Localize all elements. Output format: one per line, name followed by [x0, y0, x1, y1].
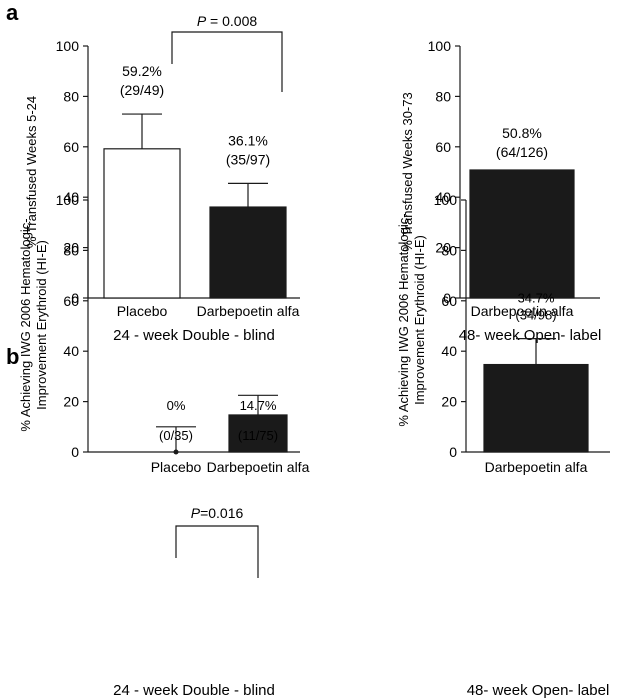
y-tick-label: 100 — [56, 38, 80, 54]
y-tick-label: 60 — [441, 293, 457, 309]
y-tick-label: 60 — [63, 139, 79, 155]
y-tick-label: 80 — [441, 242, 457, 258]
data-label-percent: 0% — [167, 398, 186, 413]
category-label: Darbepoetin alfa — [485, 459, 588, 475]
bar — [103, 148, 181, 299]
y-axis-label-line: % Achieving IWG 2006 Hematologic- — [396, 213, 411, 426]
category-label: Placebo — [117, 303, 168, 319]
y-tick-label: 40 — [63, 343, 79, 359]
data-label-percent: 59.2% — [122, 63, 162, 79]
data-label-percent: 50.8% — [502, 125, 542, 141]
chart-a-left: 0 20 40 60 80 100 % Transfused Weeks 5-24 Place… — [24, 13, 300, 344]
category-label: Placebo — [151, 459, 202, 475]
group-label: 48- week Open- label — [467, 682, 610, 699]
category-label: Darbepoetin alfa — [197, 303, 300, 319]
group-label: 48- week Open- label — [459, 327, 602, 344]
pvalue-bracket — [175, 525, 259, 578]
bar — [483, 363, 589, 453]
pvalue-label: P=0.016 — [191, 505, 244, 521]
data-label-count: (64/126) — [496, 144, 548, 160]
y-axis-label: % Transfused Weeks 5-24 — [24, 96, 39, 248]
y-tick-label: 40 — [441, 343, 457, 359]
data-label-count: (35/97) — [226, 151, 270, 167]
y-axis-label: % Transfused Weeks 30-73 — [400, 92, 415, 251]
panel-b-letter: b — [6, 344, 19, 369]
y-tick-label: 100 — [434, 192, 458, 208]
data-label-count: (0/35) — [159, 428, 193, 443]
y-axis-label-line: % Achieving IWG 2006 Hematologic- — [18, 218, 33, 431]
bar — [469, 169, 575, 299]
y-tick-label: 40 — [435, 189, 451, 205]
bar — [209, 206, 287, 299]
y-tick-label: 0 — [71, 290, 79, 306]
y-tick-label: 20 — [63, 240, 79, 256]
y-axis-label-line: Improvement Erythroid (HI-E) — [412, 235, 427, 405]
y-tick-label: 100 — [56, 192, 80, 208]
y-tick-label: 0 — [449, 444, 457, 460]
y-tick-label: 80 — [63, 242, 79, 258]
chart-a-right: 0 20 40 60 80 100 % Transfused Weeks 30-73 Darb… — [400, 38, 601, 344]
data-label-count: (29/49) — [120, 82, 164, 98]
y-tick-label: 80 — [63, 88, 79, 104]
data-label-percent: 14.7% — [240, 398, 277, 413]
y-tick-label: 20 — [441, 394, 457, 410]
pvalue-bracket — [171, 31, 283, 92]
pvalue-label: P = 0.008 — [197, 13, 258, 29]
charts: 0 20 40 60 80 100 % Transfused Weeks 5-24 Place… — [18, 13, 610, 699]
data-label-percent: 36.1% — [228, 132, 268, 148]
category-label: Darbepoetin alfa — [207, 459, 310, 475]
panel-a-letter: a — [6, 0, 19, 25]
y-tick-label: 20 — [435, 240, 451, 256]
y-tick-label: 60 — [435, 139, 451, 155]
category-label: Darbepoetin alfa — [471, 303, 574, 319]
data-label-count: (34/98) — [515, 308, 556, 323]
group-label: 24 - week Double - blind — [113, 327, 275, 344]
y-tick-label: 60 — [63, 293, 79, 309]
y-tick-label: 0 — [71, 444, 79, 460]
group-label: 24 - week Double - blind — [113, 682, 275, 699]
y-tick-label: 100 — [428, 38, 452, 54]
y-axis-label-line: Improvement Erythroid (HI-E) — [34, 240, 49, 410]
data-label-percent: 34.7% — [518, 291, 555, 306]
chart-b-right: 0 20 40 60 80 100 % Achieving IWG 2006 Hematol… — [396, 192, 610, 699]
y-tick-label: 80 — [435, 88, 451, 104]
y-tick-label: 0 — [443, 290, 451, 306]
chart-b-left: 0 20 40 60 80 100 % Achieving IWG 2006 Hematol… — [18, 192, 310, 699]
y-tick-label: 40 — [63, 189, 79, 205]
data-label-count: (11/75) — [238, 428, 278, 443]
y-tick-label: 20 — [63, 394, 79, 410]
